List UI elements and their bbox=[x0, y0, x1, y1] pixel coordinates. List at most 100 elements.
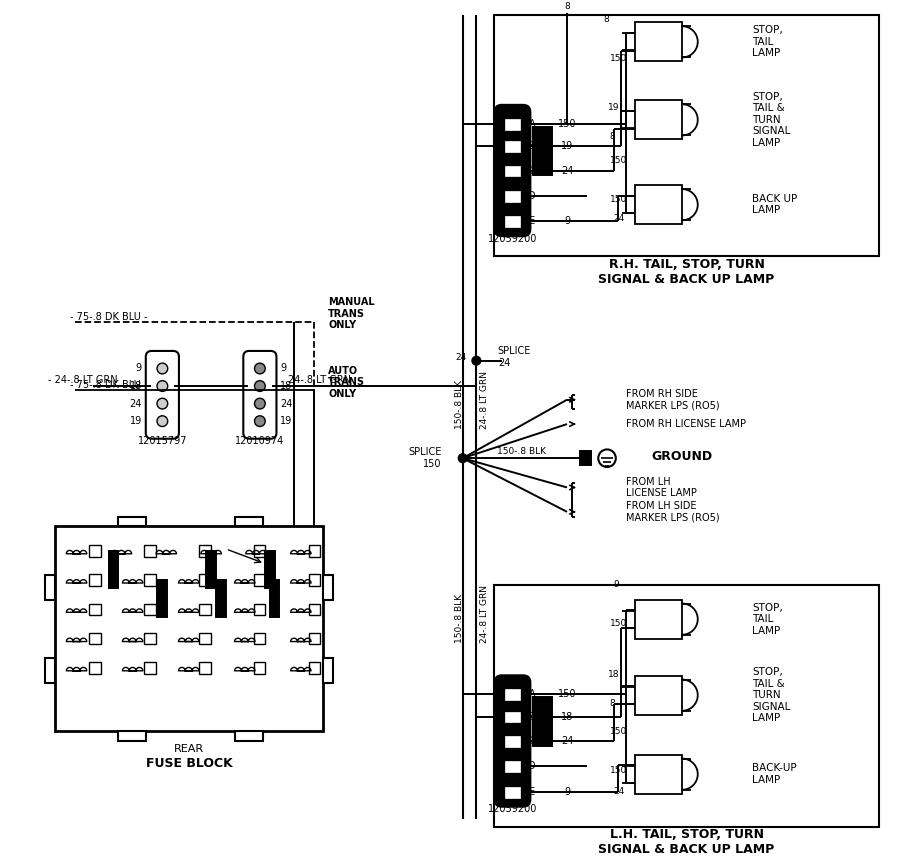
Bar bbox=[118, 731, 145, 741]
Bar bbox=[635, 100, 681, 140]
Text: BACK-UP
LAMP: BACK-UP LAMP bbox=[751, 764, 796, 785]
FancyBboxPatch shape bbox=[494, 675, 529, 806]
Bar bbox=[198, 662, 210, 674]
Bar bbox=[635, 675, 681, 715]
Circle shape bbox=[157, 416, 168, 427]
Bar bbox=[157, 580, 167, 617]
Bar bbox=[579, 452, 591, 465]
Bar bbox=[493, 15, 879, 256]
Bar bbox=[635, 755, 681, 794]
Bar bbox=[308, 603, 320, 615]
Text: 19: 19 bbox=[607, 103, 619, 111]
Bar bbox=[253, 545, 265, 557]
Bar bbox=[235, 731, 262, 741]
Bar bbox=[144, 603, 156, 615]
Text: STOP,
TAIL &
TURN
SIGNAL
LAMP: STOP, TAIL & TURN SIGNAL LAMP bbox=[751, 667, 790, 723]
Circle shape bbox=[254, 399, 265, 409]
Bar bbox=[504, 689, 520, 700]
Bar bbox=[504, 119, 520, 129]
Text: E: E bbox=[529, 787, 534, 797]
Text: - 75-.8 DK BLU -: - 75-.8 DK BLU - bbox=[69, 380, 147, 390]
Text: 9: 9 bbox=[612, 580, 618, 590]
Text: A: A bbox=[528, 119, 535, 129]
Text: 150: 150 bbox=[610, 54, 627, 63]
Circle shape bbox=[472, 357, 480, 365]
Bar bbox=[45, 575, 55, 600]
Bar bbox=[144, 574, 156, 586]
Bar bbox=[198, 603, 210, 615]
Bar bbox=[206, 551, 216, 588]
Bar bbox=[308, 632, 320, 644]
Text: 150-.8 BLK: 150-.8 BLK bbox=[455, 595, 464, 644]
Text: SPLICE
150: SPLICE 150 bbox=[408, 447, 441, 469]
Text: 19: 19 bbox=[560, 141, 573, 151]
Text: GROUND: GROUND bbox=[650, 450, 712, 463]
Text: 150: 150 bbox=[610, 156, 627, 165]
Text: 12010974: 12010974 bbox=[235, 435, 284, 446]
Bar bbox=[89, 632, 101, 644]
Text: BACK UP
LAMP: BACK UP LAMP bbox=[751, 194, 796, 215]
Bar bbox=[504, 787, 520, 798]
Circle shape bbox=[458, 454, 466, 463]
Bar bbox=[144, 632, 156, 644]
Text: 150: 150 bbox=[557, 689, 575, 699]
Text: 24-.8 LT GRN: 24-.8 LT GRN bbox=[479, 585, 488, 644]
Text: FROM RH LICENSE LAMP: FROM RH LICENSE LAMP bbox=[625, 419, 745, 429]
Bar bbox=[89, 603, 101, 615]
Text: 150: 150 bbox=[610, 195, 627, 204]
Text: FROM RH SIDE
MARKER LPS (RO5): FROM RH SIDE MARKER LPS (RO5) bbox=[625, 389, 718, 411]
Text: STOP,
TAIL
LAMP: STOP, TAIL LAMP bbox=[751, 25, 782, 58]
Text: REAR: REAR bbox=[174, 744, 204, 754]
Bar bbox=[216, 580, 226, 617]
Text: D: D bbox=[528, 761, 535, 771]
Bar bbox=[323, 575, 333, 600]
FancyBboxPatch shape bbox=[494, 105, 529, 236]
Text: 24-.8 LT GRN: 24-.8 LT GRN bbox=[479, 371, 488, 429]
Text: C: C bbox=[528, 736, 535, 746]
Text: 9: 9 bbox=[564, 787, 569, 797]
Bar bbox=[532, 127, 552, 176]
Bar bbox=[493, 585, 879, 827]
Bar bbox=[253, 574, 265, 586]
Text: 18: 18 bbox=[607, 670, 619, 680]
Text: 8: 8 bbox=[564, 3, 569, 11]
Bar bbox=[504, 191, 520, 201]
Text: 8: 8 bbox=[608, 132, 614, 141]
Text: FROM LH SIDE
MARKER LPS (RO5): FROM LH SIDE MARKER LPS (RO5) bbox=[625, 501, 718, 523]
Circle shape bbox=[254, 363, 265, 374]
Text: AUTO
TRANS
ONLY: AUTO TRANS ONLY bbox=[327, 366, 364, 399]
Text: - 24-.8 LT GRN: - 24-.8 LT GRN bbox=[48, 375, 117, 385]
Text: 12059200: 12059200 bbox=[487, 804, 537, 814]
Text: STOP,
TAIL
LAMP: STOP, TAIL LAMP bbox=[751, 602, 782, 636]
Text: SPLICE
24: SPLICE 24 bbox=[497, 346, 530, 368]
Bar bbox=[323, 658, 333, 682]
Bar bbox=[89, 574, 101, 586]
Text: 19: 19 bbox=[130, 417, 142, 426]
Bar bbox=[264, 551, 274, 588]
Text: 24-.8 LT GRN: 24-.8 LT GRN bbox=[288, 375, 351, 385]
Bar bbox=[253, 632, 265, 644]
Text: FUSE BLOCK: FUSE BLOCK bbox=[145, 757, 233, 770]
Bar bbox=[235, 517, 262, 526]
Bar bbox=[89, 662, 101, 674]
Text: 24: 24 bbox=[280, 399, 292, 409]
Text: B: B bbox=[528, 141, 535, 151]
Bar bbox=[635, 185, 681, 225]
Text: MANUAL
TRANS
ONLY: MANUAL TRANS ONLY bbox=[327, 297, 374, 331]
Circle shape bbox=[254, 416, 265, 427]
Text: 12015797: 12015797 bbox=[137, 435, 187, 446]
Text: 24: 24 bbox=[129, 399, 142, 409]
Text: 18: 18 bbox=[560, 711, 573, 722]
Bar bbox=[504, 165, 520, 177]
Text: R.H. TAIL, STOP, TURN
SIGNAL & BACK UP LAMP: R.H. TAIL, STOP, TURN SIGNAL & BACK UP L… bbox=[598, 258, 774, 286]
Text: 12059200: 12059200 bbox=[487, 234, 537, 243]
FancyBboxPatch shape bbox=[243, 351, 276, 439]
Text: C: C bbox=[528, 165, 535, 176]
Bar bbox=[308, 662, 320, 674]
Bar bbox=[198, 574, 210, 586]
Bar bbox=[45, 658, 55, 682]
Text: 24: 24 bbox=[612, 214, 623, 223]
Text: 18: 18 bbox=[130, 381, 142, 391]
Text: L.H. TAIL, STOP, TURN
SIGNAL & BACK UP LAMP: L.H. TAIL, STOP, TURN SIGNAL & BACK UP L… bbox=[598, 829, 774, 856]
Bar bbox=[108, 551, 118, 588]
